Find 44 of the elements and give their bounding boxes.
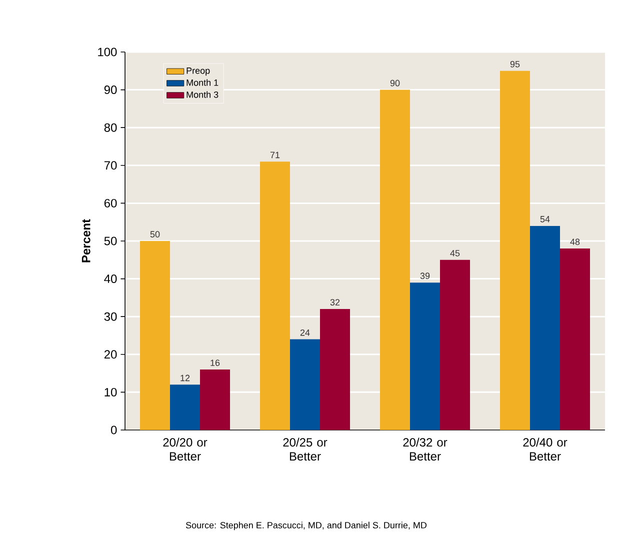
bar (320, 309, 350, 430)
data-label: 24 (300, 329, 310, 336)
data-label: 32 (330, 299, 340, 306)
y-tick-label: 40 (104, 274, 117, 284)
legend-label: Month 3 (186, 91, 218, 98)
bar (200, 370, 230, 430)
y-tick-label: 70 (104, 161, 117, 170)
bar (530, 226, 560, 430)
x-tick-label: 20/32 or Better (403, 438, 448, 461)
data-label: 39 (420, 272, 430, 280)
y-tick-label: 20 (104, 350, 117, 359)
source-note: Source: Stephen E. Pascucci, MD, and Daniel S. Durrie, MD (186, 522, 427, 530)
legend-label: Preop (186, 68, 210, 76)
data-label: 71 (270, 152, 280, 158)
bar (140, 240, 170, 430)
y-tick-label: 80 (104, 123, 117, 132)
bar (170, 384, 200, 430)
data-label: 90 (390, 80, 400, 86)
bar (440, 260, 470, 430)
bar (290, 339, 320, 430)
data-label: 95 (510, 60, 520, 68)
data-label: 45 (450, 250, 460, 256)
y-axis-title: Percent (82, 219, 90, 262)
bar (380, 90, 410, 430)
data-label: 12 (180, 374, 190, 382)
y-tick-label: 50 (104, 236, 117, 246)
y-tick-label: 60 (104, 198, 117, 208)
y-tick-label: 90 (104, 86, 117, 94)
x-tick-label: 20/25 or Better (283, 438, 328, 461)
bar (410, 282, 440, 430)
data-label: 54 (540, 216, 550, 222)
data-label: 16 (210, 360, 220, 366)
x-tick-label: 20/40 or Better (523, 438, 568, 461)
data-label: 50 (150, 231, 160, 238)
y-tick-label: 30 (104, 312, 117, 321)
legend-label: Month 1 (186, 79, 218, 86)
bar (500, 70, 530, 430)
y-tick-label: 0 (111, 426, 117, 434)
y-tick-label: 10 (104, 388, 117, 396)
bar (560, 248, 590, 430)
x-tick-label: 20/20 or Better (163, 438, 208, 461)
y-tick-label: 100 (98, 48, 117, 56)
data-label: 48 (570, 238, 580, 246)
bar (260, 162, 290, 430)
